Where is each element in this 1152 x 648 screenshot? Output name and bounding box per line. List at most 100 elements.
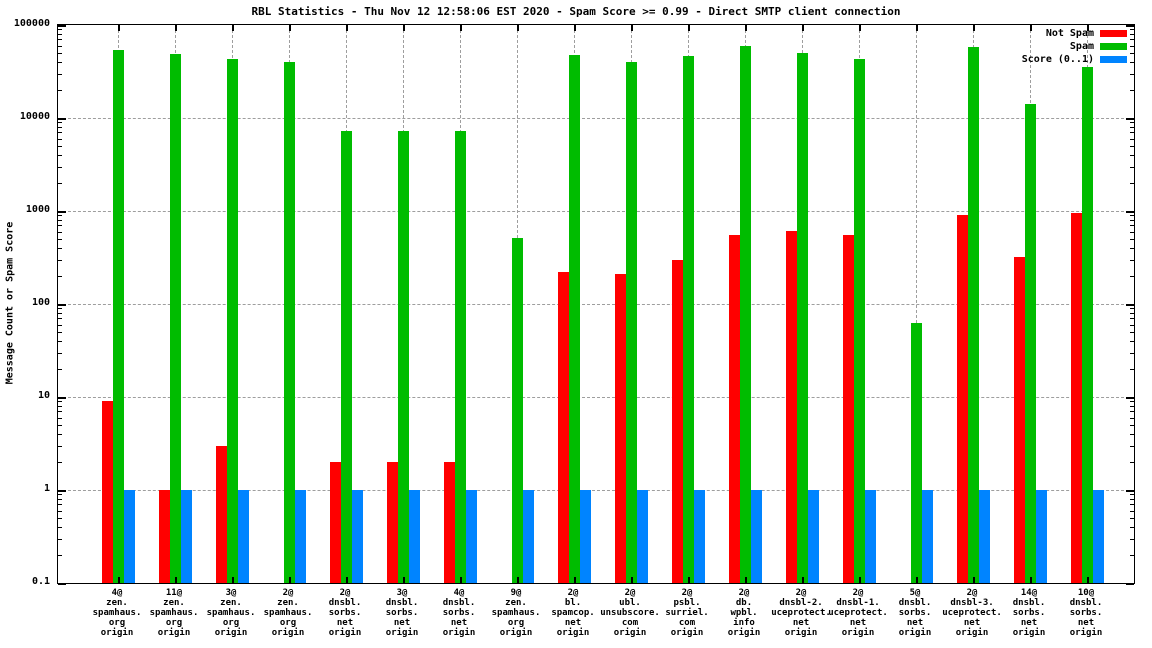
- x-tick: [1087, 25, 1089, 31]
- x-tick: [175, 25, 177, 31]
- y-minor-tick: [58, 138, 62, 140]
- y-major-tick: [58, 397, 66, 399]
- x-tick: [745, 577, 747, 583]
- y-minor-tick: [58, 39, 62, 41]
- y-minor-tick: [1130, 73, 1134, 75]
- y-minor-tick: [58, 90, 62, 91]
- bar-score-0-1: [694, 490, 705, 583]
- bar-score-0-1: [181, 490, 192, 583]
- y-minor-tick: [58, 494, 62, 496]
- y-minor-tick: [58, 499, 62, 500]
- legend-swatch: [1100, 43, 1127, 50]
- y-minor-tick: [1130, 504, 1134, 506]
- y-minor-tick: [58, 401, 62, 403]
- y-tick-label: 0.1: [31, 576, 50, 587]
- y-major-tick: [58, 583, 66, 585]
- bar-score-0-1: [295, 490, 306, 583]
- horizontal-gridline: [58, 397, 1134, 398]
- horizontal-gridline: [58, 304, 1134, 305]
- x-tick: [1087, 577, 1089, 583]
- y-major-tick: [1126, 304, 1134, 306]
- x-tick: [688, 25, 690, 31]
- bar-score-0-1: [466, 490, 477, 583]
- y-minor-tick: [1130, 406, 1134, 407]
- bar-spam: [968, 47, 979, 583]
- y-minor-tick: [58, 238, 62, 240]
- x-tick: [517, 25, 519, 31]
- x-tick: [631, 577, 633, 583]
- y-minor-tick: [58, 424, 62, 426]
- y-minor-tick: [58, 34, 62, 35]
- bar-spam: [341, 131, 352, 583]
- bar-not-spam: [843, 235, 854, 583]
- y-minor-tick: [1130, 29, 1134, 31]
- bar-not-spam: [729, 235, 740, 583]
- y-minor-tick: [58, 122, 62, 124]
- x-category-label: 2@ dnsbl. sorbs. net origin: [328, 588, 362, 638]
- y-minor-tick: [1130, 499, 1134, 500]
- legend-label: Spam: [1069, 41, 1094, 52]
- bar-not-spam: [159, 490, 170, 583]
- y-minor-tick: [1130, 127, 1134, 128]
- bar-not-spam: [1014, 257, 1025, 583]
- vertical-gridline: [916, 25, 917, 583]
- x-tick: [289, 577, 291, 583]
- legend-entry: Score (0..1): [1022, 53, 1127, 66]
- y-tick-label: 1000: [25, 204, 50, 215]
- y-minor-tick: [58, 411, 62, 413]
- y-minor-tick: [1130, 220, 1134, 221]
- bar-not-spam: [330, 462, 341, 583]
- y-minor-tick: [1130, 352, 1134, 354]
- bar-spam: [797, 52, 808, 583]
- x-category-label: 2@ dnsbl-2. uceprotect. net origin: [771, 588, 831, 638]
- y-minor-tick: [1130, 417, 1134, 419]
- y-minor-tick: [58, 406, 62, 407]
- y-minor-tick: [1130, 231, 1134, 233]
- x-category-label: 2@ psbl. surriel. com origin: [665, 588, 709, 638]
- y-minor-tick: [58, 231, 62, 233]
- y-minor-tick: [1130, 527, 1134, 528]
- horizontal-gridline: [58, 118, 1134, 119]
- bar-not-spam: [786, 230, 797, 583]
- bar-score-0-1: [979, 490, 990, 583]
- y-minor-tick: [58, 225, 62, 227]
- y-minor-tick: [58, 510, 62, 512]
- bar-spam: [170, 53, 181, 583]
- bar-spam: [626, 62, 637, 583]
- y-minor-tick: [1130, 225, 1134, 227]
- y-minor-tick: [58, 538, 62, 540]
- y-minor-tick: [58, 248, 62, 249]
- x-tick: [1030, 25, 1032, 31]
- y-minor-tick: [1130, 538, 1134, 540]
- y-tick-label: 100: [31, 297, 50, 308]
- y-major-tick: [1126, 211, 1134, 213]
- y-major-tick: [1126, 118, 1134, 120]
- y-minor-tick: [1130, 341, 1134, 342]
- y-minor-tick: [58, 52, 62, 54]
- y-minor-tick: [1130, 276, 1134, 277]
- y-minor-tick: [1130, 445, 1134, 447]
- y-minor-tick: [1130, 424, 1134, 426]
- x-tick: [916, 25, 918, 31]
- y-major-tick: [58, 118, 66, 120]
- y-major-tick: [58, 211, 66, 213]
- y-minor-tick: [1130, 248, 1134, 249]
- y-minor-tick: [1130, 122, 1134, 124]
- x-category-label: 2@ bl. spamcop. net origin: [551, 588, 595, 638]
- y-minor-tick: [58, 369, 62, 370]
- legend-label: Score (0..1): [1021, 54, 1094, 65]
- plot-area: [57, 24, 1135, 585]
- bar-spam: [455, 131, 466, 583]
- y-minor-tick: [1130, 238, 1134, 240]
- bar-spam: [1082, 67, 1093, 583]
- bar-not-spam: [387, 462, 398, 583]
- x-category-label: 2@ ubl. unsubscore. com origin: [600, 588, 660, 638]
- bar-score-0-1: [352, 490, 363, 583]
- y-minor-tick: [1130, 145, 1134, 147]
- y-minor-tick: [1130, 215, 1134, 217]
- legend-label: Not Spam: [1045, 28, 1094, 39]
- y-minor-tick: [1130, 259, 1134, 261]
- x-tick: [688, 577, 690, 583]
- y-minor-tick: [58, 308, 62, 310]
- y-major-tick: [1126, 397, 1134, 399]
